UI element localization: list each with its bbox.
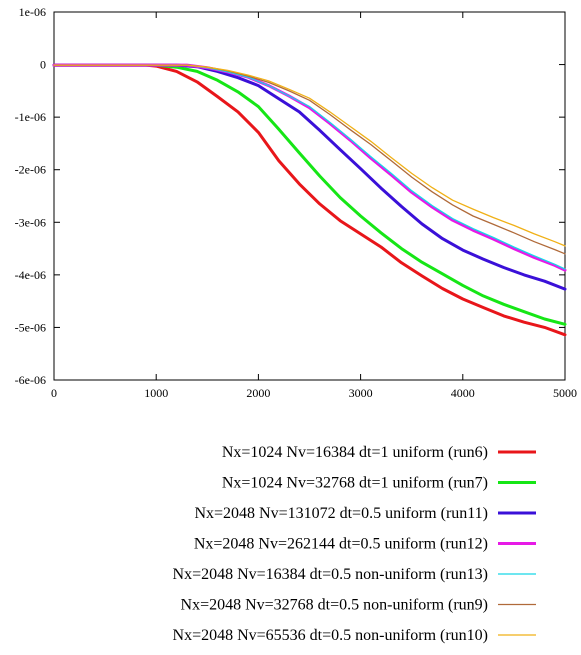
y-tick-label: 0: [40, 58, 46, 72]
legend-label: Nx=2048 Nv=32768 dt=0.5 non-uniform (run…: [181, 597, 488, 614]
x-tick-label: 4000: [451, 386, 475, 400]
legend-label: Nx=2048 Nv=16384 dt=0.5 non-uniform (run…: [173, 566, 488, 583]
y-tick-label: 1e-06: [19, 5, 46, 19]
series-line-1: [52, 63, 567, 337]
series-line-2: [52, 63, 567, 326]
legend-label: Nx=1024 Nv=16384 dt=1 uniform (run6): [222, 444, 488, 461]
legend-label: Nx=1024 Nv=32768 dt=1 uniform (run7): [222, 475, 488, 492]
x-tick-label: 0: [51, 386, 57, 400]
y-tick-label: -4e-06: [15, 268, 46, 282]
series-line-4: [52, 63, 567, 272]
legend: Nx=1024 Nv=16384 dt=1 uniform (run6) Nx=1…: [173, 444, 536, 644]
series-line-5: [53, 64, 566, 270]
y-tick-label: -2e-06: [15, 163, 46, 177]
x-tick-label: 5000: [553, 386, 577, 400]
legend-label: Nx=2048 Nv=262144 dt=0.5 uniform (run12): [194, 536, 488, 553]
x-axis-ticks: 0 1000 2000 3000 4000 5000: [51, 12, 577, 400]
series-lines: [52, 63, 567, 337]
plot-frame: [53, 11, 566, 381]
y-tick-label: -6e-06: [15, 373, 46, 387]
x-tick-label: 1000: [144, 386, 168, 400]
legend-label: Nx=2048 Nv=131072 dt=0.5 uniform (run11): [194, 505, 488, 522]
series-line-3: [52, 63, 567, 291]
series-line-6: [53, 64, 566, 255]
y-tick-label: -3e-06: [15, 215, 46, 229]
y-axis-ticks: 1e-06 0 -1e-06 -2e-06 -3e-06 -4e-06 -5e-06 -6e-…: [15, 5, 565, 387]
x-tick-label: 3000: [349, 386, 373, 400]
y-tick-label: -5e-06: [15, 320, 46, 334]
y-tick-label: -1e-06: [15, 110, 46, 124]
legend-label: Nx=2048 Nv=65536 dt=0.5 non-uniform (run…: [173, 627, 488, 644]
series-line-7: [53, 64, 566, 247]
x-tick-label: 2000: [246, 386, 270, 400]
